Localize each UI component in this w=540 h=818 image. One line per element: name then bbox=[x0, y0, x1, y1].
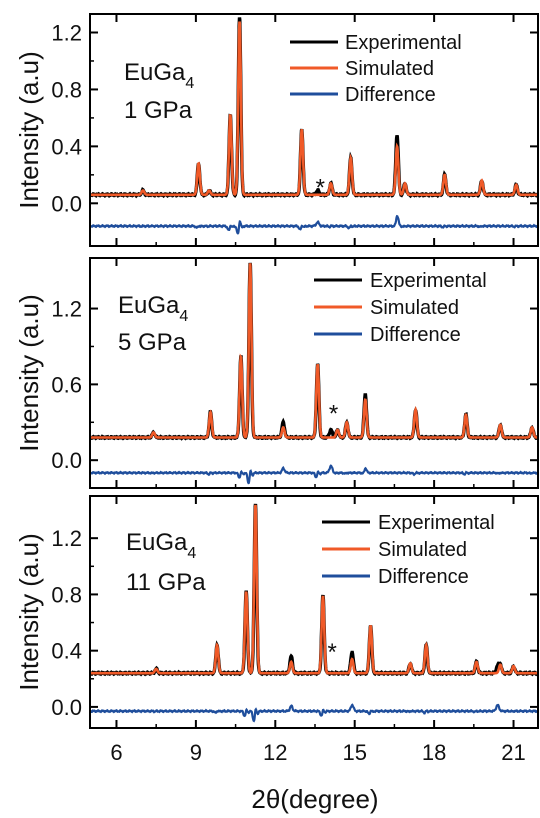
compound-label: EuGa4 bbox=[118, 292, 188, 325]
impurity-star-marker: * bbox=[316, 175, 325, 202]
series-simulated bbox=[90, 21, 538, 197]
x-tick-label: 6 bbox=[110, 740, 122, 765]
y-tick-label: 0.8 bbox=[51, 77, 82, 102]
plot-area-3 bbox=[90, 503, 538, 723]
compound-label: EuGa4 bbox=[126, 529, 196, 562]
compound-label: EuGa4 bbox=[124, 59, 194, 92]
plot-area-2 bbox=[90, 262, 538, 485]
x-tick-label: 15 bbox=[342, 740, 366, 765]
y-tick-label: 0.4 bbox=[51, 639, 82, 664]
y-tick-label: 1.2 bbox=[51, 297, 82, 322]
pressure-label: 5 GPa bbox=[118, 329, 187, 356]
x-tick-label: 21 bbox=[501, 740, 525, 765]
panel-3: 0.0 0.4 0.8 1.2 6 9 12 15 18 21 2θ(degree) Intensit… bbox=[14, 495, 539, 814]
series-difference bbox=[90, 703, 538, 723]
legend-label-experimental: Experimental bbox=[378, 512, 495, 534]
impurity-star-marker: * bbox=[328, 639, 337, 666]
y-tick-label: 1.2 bbox=[51, 21, 82, 46]
legend-label-difference: Difference bbox=[370, 324, 461, 346]
series-difference bbox=[90, 464, 538, 485]
y-axis-title: Intensity (a.u) bbox=[14, 51, 44, 209]
series-difference bbox=[90, 214, 538, 235]
y-tick-label: 0.0 bbox=[51, 191, 82, 216]
y-tick-label: 1.2 bbox=[51, 526, 82, 551]
legend: Experimental Simulated Difference bbox=[314, 270, 487, 346]
legend: Experimental Simulated Difference bbox=[322, 512, 495, 588]
impurity-star-marker: * bbox=[329, 400, 338, 427]
panel-2: 0.0 0.6 1.2 Intensity (a.u) EuGa4 5 GPa Experi… bbox=[14, 257, 539, 489]
legend-label-experimental: Experimental bbox=[345, 32, 462, 54]
legend-label-difference: Difference bbox=[345, 84, 436, 106]
legend-label-simulated: Simulated bbox=[370, 297, 459, 319]
x-tick-label: 12 bbox=[263, 740, 287, 765]
x-axis-title: 2θ(degree) bbox=[251, 784, 378, 814]
pressure-label: 11 GPa bbox=[126, 569, 206, 596]
x-tick-label: 18 bbox=[422, 740, 446, 765]
panel-1: 0.0 0.4 0.8 1.2 Intensity (a.u) EuGa4 1 GPa Exp… bbox=[14, 13, 539, 247]
y-tick-label: 0.4 bbox=[51, 134, 82, 159]
panels-group: 0.0 0.4 0.8 1.2 Intensity (a.u) EuGa4 1 GPa Exp… bbox=[14, 13, 539, 814]
plot-frame bbox=[89, 257, 539, 489]
y-tick-label: 0.8 bbox=[51, 582, 82, 607]
legend-label-simulated: Simulated bbox=[345, 58, 434, 80]
series-simulated bbox=[90, 263, 538, 439]
pressure-label: 1 GPa bbox=[124, 97, 193, 124]
x-tick-label: 9 bbox=[190, 740, 202, 765]
plot-frame bbox=[89, 13, 539, 247]
y-tick-label: 0.0 bbox=[51, 448, 82, 473]
y-axis-title: Intensity (a.u) bbox=[14, 294, 44, 452]
y-tick-label: 0.6 bbox=[51, 372, 82, 397]
plot-frame bbox=[89, 495, 539, 729]
series-simulated bbox=[90, 504, 538, 675]
legend-label-experimental: Experimental bbox=[370, 270, 487, 292]
legend-label-simulated: Simulated bbox=[378, 539, 467, 561]
y-tick-label: 0.0 bbox=[51, 695, 82, 720]
legend: Experimental Simulated Difference bbox=[290, 32, 462, 106]
y-axis-title: Intensity (a.u) bbox=[14, 533, 44, 691]
legend-label-difference: Difference bbox=[378, 566, 469, 588]
plot-area-1 bbox=[90, 17, 538, 235]
